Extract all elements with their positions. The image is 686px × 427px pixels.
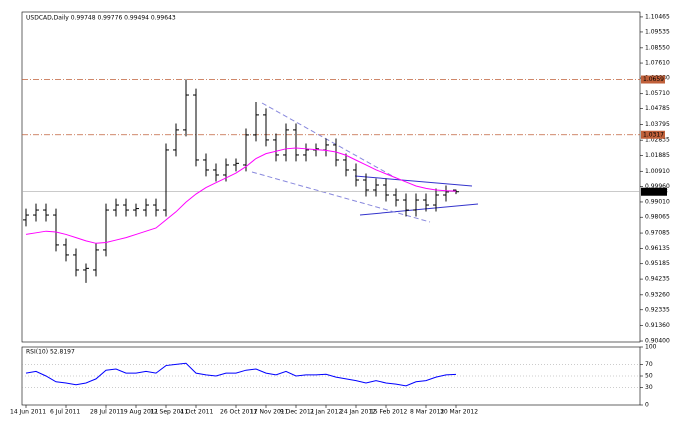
y-tick-label: 30	[645, 384, 653, 391]
y-tick-label: 1.07610	[645, 60, 670, 67]
x-tick-label: 15 Feb 2012	[370, 409, 408, 416]
trendline	[354, 175, 473, 187]
y-tick-label: 0.91360	[645, 322, 670, 329]
y-tick-label: 0.94235	[645, 276, 670, 283]
level-label: 1.0317	[643, 131, 664, 138]
x-tick-label: 14 Jun 2011	[10, 409, 46, 416]
y-tick-label: 0.97085	[645, 230, 670, 237]
y-tick-label: 0	[645, 402, 649, 409]
x-tick-label: 2 Jan 2012	[310, 409, 342, 416]
y-tick-label: 1.10465	[645, 13, 670, 20]
rsi-title: RSI(10) 52.8197	[26, 349, 75, 356]
x-tick-label: 4 Oct 2011	[180, 409, 213, 416]
trendline	[251, 171, 431, 223]
chart-title: USDCAD,Daily 0.99748 0.99776 0.99494 0.9…	[26, 15, 176, 22]
y-tick-label: 1.05710	[645, 90, 670, 97]
y-tick-label: 100	[645, 344, 657, 351]
level-label: 1.0659	[643, 76, 664, 83]
series-line	[25, 147, 457, 244]
trendline	[261, 102, 397, 179]
level-tag	[641, 130, 665, 139]
y-tick-label: 50	[645, 373, 653, 380]
x-tick-label: 6 Jul 2011	[50, 409, 80, 416]
y-tick-label: 1.01885	[645, 152, 670, 159]
y-tick-label: 0.90400	[645, 338, 670, 345]
y-tick-label: 1.09535	[645, 28, 670, 35]
y-tick-label: 1.02835	[645, 137, 670, 144]
y-tick-label: 0.93260	[645, 291, 670, 298]
y-tick-label: 1.03795	[645, 121, 670, 128]
price-panel	[21, 11, 641, 343]
current-price-tag	[641, 187, 667, 196]
series-line	[25, 362, 457, 387]
y-tick-label: 1.00910	[645, 168, 670, 175]
trendline	[359, 203, 479, 216]
level-tag	[641, 75, 665, 84]
x-tick-label: 17 Nov 2011	[250, 409, 289, 416]
y-tick-label: 0.95185	[645, 260, 670, 267]
x-tick-label: 24 Jan 2012	[340, 409, 376, 416]
trendlines	[251, 102, 479, 223]
y-tick-label: 0.96135	[645, 245, 670, 252]
y-tick-label: 0.98065	[645, 214, 670, 221]
y-tick-label: 0.99960	[645, 183, 670, 190]
x-tick-label: 12 Sep 2011	[150, 409, 188, 416]
x-tick-label: 28 Jul 2011	[90, 409, 124, 416]
y-tick-label: 1.08550	[645, 44, 670, 51]
x-tick-label: 26 Oct 2011	[220, 409, 257, 416]
y-tick-label: 70	[645, 361, 653, 368]
x-tick-label: 19 Aug 2011	[120, 409, 159, 416]
x-tick-label: 8 Mar 2012	[410, 409, 444, 416]
x-tick-label: 9 Dec 2011	[280, 409, 315, 416]
y-tick-label: 1.04785	[645, 105, 670, 112]
x-tick-label: 30 Mar 2012	[440, 409, 478, 416]
y-tick-label: 0.92335	[645, 306, 670, 313]
y-tick-label: 0.99010	[645, 198, 670, 205]
current-price-label: 0.99643	[643, 188, 668, 195]
